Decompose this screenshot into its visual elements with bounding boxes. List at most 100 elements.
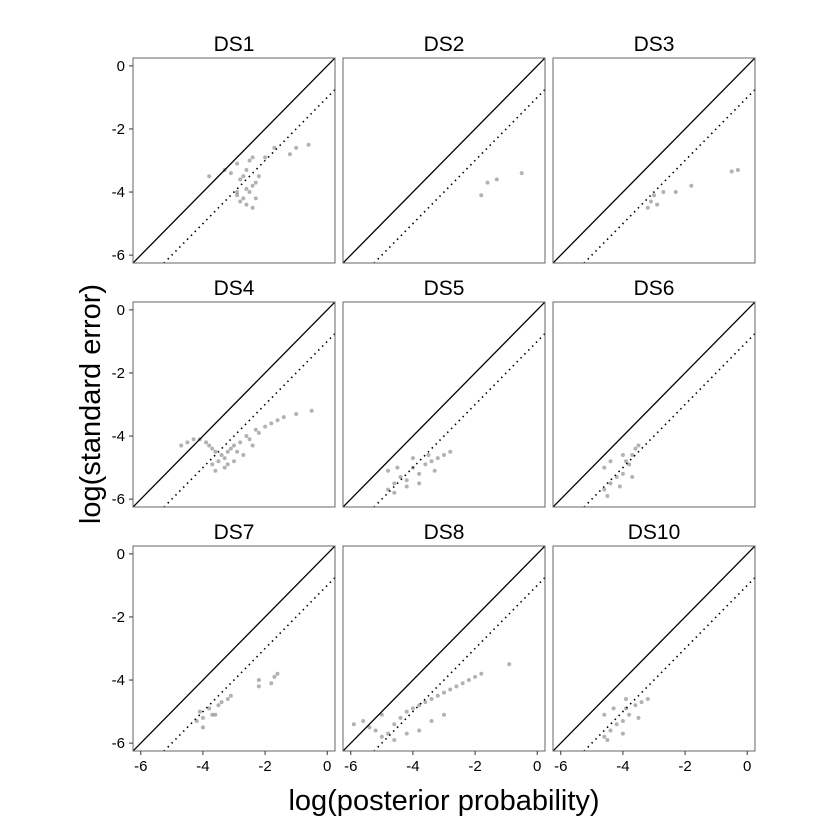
data-point xyxy=(367,725,372,730)
reference-line-dotted xyxy=(372,332,545,507)
data-point xyxy=(729,169,734,174)
panel-frame xyxy=(342,301,546,508)
data-point xyxy=(210,462,215,467)
data-point xyxy=(661,190,666,195)
data-point xyxy=(244,167,249,172)
panel-plot-area xyxy=(553,302,755,507)
data-point xyxy=(235,190,240,195)
data-point xyxy=(633,703,638,708)
data-point xyxy=(398,715,403,720)
data-point xyxy=(256,174,261,179)
data-point xyxy=(417,471,422,476)
panel-ds6: DS6 xyxy=(552,277,756,508)
x-tick-label: -4 xyxy=(196,758,209,775)
data-point xyxy=(275,418,280,423)
data-point xyxy=(228,693,233,698)
data-point xyxy=(479,671,484,676)
data-point xyxy=(185,440,190,445)
data-point xyxy=(494,177,499,182)
data-point xyxy=(519,171,524,176)
x-tick-label: -6 xyxy=(344,758,357,775)
reference-line-dotted xyxy=(162,576,335,751)
data-point xyxy=(614,475,619,480)
panel-title: DS1 xyxy=(214,33,255,56)
data-point xyxy=(386,468,391,473)
panel-frame xyxy=(552,301,756,508)
data-point xyxy=(417,703,422,708)
data-point xyxy=(426,452,431,457)
data-point xyxy=(222,167,227,172)
data-point xyxy=(204,440,209,445)
data-point xyxy=(228,446,233,451)
data-point xyxy=(398,475,403,480)
data-point xyxy=(191,437,196,442)
data-point xyxy=(200,725,205,730)
data-point xyxy=(386,487,391,492)
data-point xyxy=(281,415,286,420)
data-point xyxy=(241,174,246,179)
data-point xyxy=(602,734,607,739)
data-point xyxy=(247,190,252,195)
reference-line-dotted xyxy=(582,576,755,751)
panel-title: DS6 xyxy=(634,277,675,300)
data-point xyxy=(479,193,484,198)
reference-line-dotted xyxy=(372,88,545,263)
panel-plot-area xyxy=(133,302,335,507)
panel-ds2: DS2 xyxy=(342,33,546,264)
data-point xyxy=(652,193,656,198)
data-point xyxy=(611,706,616,711)
y-tick-label: -2 xyxy=(112,609,125,626)
reference-line-identity xyxy=(553,302,755,507)
data-point xyxy=(473,674,478,679)
reference-line-identity xyxy=(133,546,335,751)
data-point xyxy=(605,737,610,742)
data-point xyxy=(617,484,622,489)
data-point xyxy=(460,681,465,686)
y-tick-label: -4 xyxy=(112,184,125,201)
data-point xyxy=(630,475,635,480)
panel-plot-area xyxy=(553,546,755,751)
data-point xyxy=(200,715,205,720)
x-tick-label: -2 xyxy=(258,758,271,775)
data-point xyxy=(410,706,415,711)
data-point xyxy=(222,456,227,461)
panel-ds10: DS10 -6 -4 -2 0 xyxy=(552,521,756,775)
data-point xyxy=(423,700,428,705)
y-tick-label: 0 xyxy=(117,546,125,563)
panel-frame xyxy=(342,545,546,752)
data-point xyxy=(238,199,243,204)
data-point xyxy=(294,145,299,150)
data-point xyxy=(435,693,440,698)
x-tick-label: 0 xyxy=(533,758,541,775)
data-point xyxy=(263,155,268,160)
data-point xyxy=(179,443,184,448)
data-point xyxy=(269,681,274,686)
data-point xyxy=(238,440,243,445)
data-point xyxy=(608,728,613,733)
panel-frame xyxy=(552,57,756,264)
panel-ds5: DS5 xyxy=(342,277,546,508)
data-point xyxy=(207,706,212,711)
data-point xyxy=(630,452,635,457)
data-point xyxy=(256,684,261,689)
y-tick-label: -6 xyxy=(112,247,125,264)
data-point xyxy=(636,443,641,448)
data-point xyxy=(410,465,415,470)
data-point xyxy=(404,731,409,736)
data-point xyxy=(627,712,632,717)
data-point xyxy=(395,465,400,470)
data-point xyxy=(620,471,625,476)
data-point xyxy=(417,728,422,733)
data-point xyxy=(222,465,227,470)
data-point xyxy=(361,719,366,724)
data-point xyxy=(423,462,428,467)
panel-title: DS8 xyxy=(424,521,465,544)
data-point xyxy=(417,481,422,486)
data-point xyxy=(655,202,660,207)
x-tick-label: -4 xyxy=(616,758,629,775)
data-point xyxy=(232,443,236,448)
data-point xyxy=(235,449,240,454)
reference-line-dotted xyxy=(162,332,335,507)
data-point xyxy=(392,490,397,495)
reference-line-dotted xyxy=(582,332,755,507)
